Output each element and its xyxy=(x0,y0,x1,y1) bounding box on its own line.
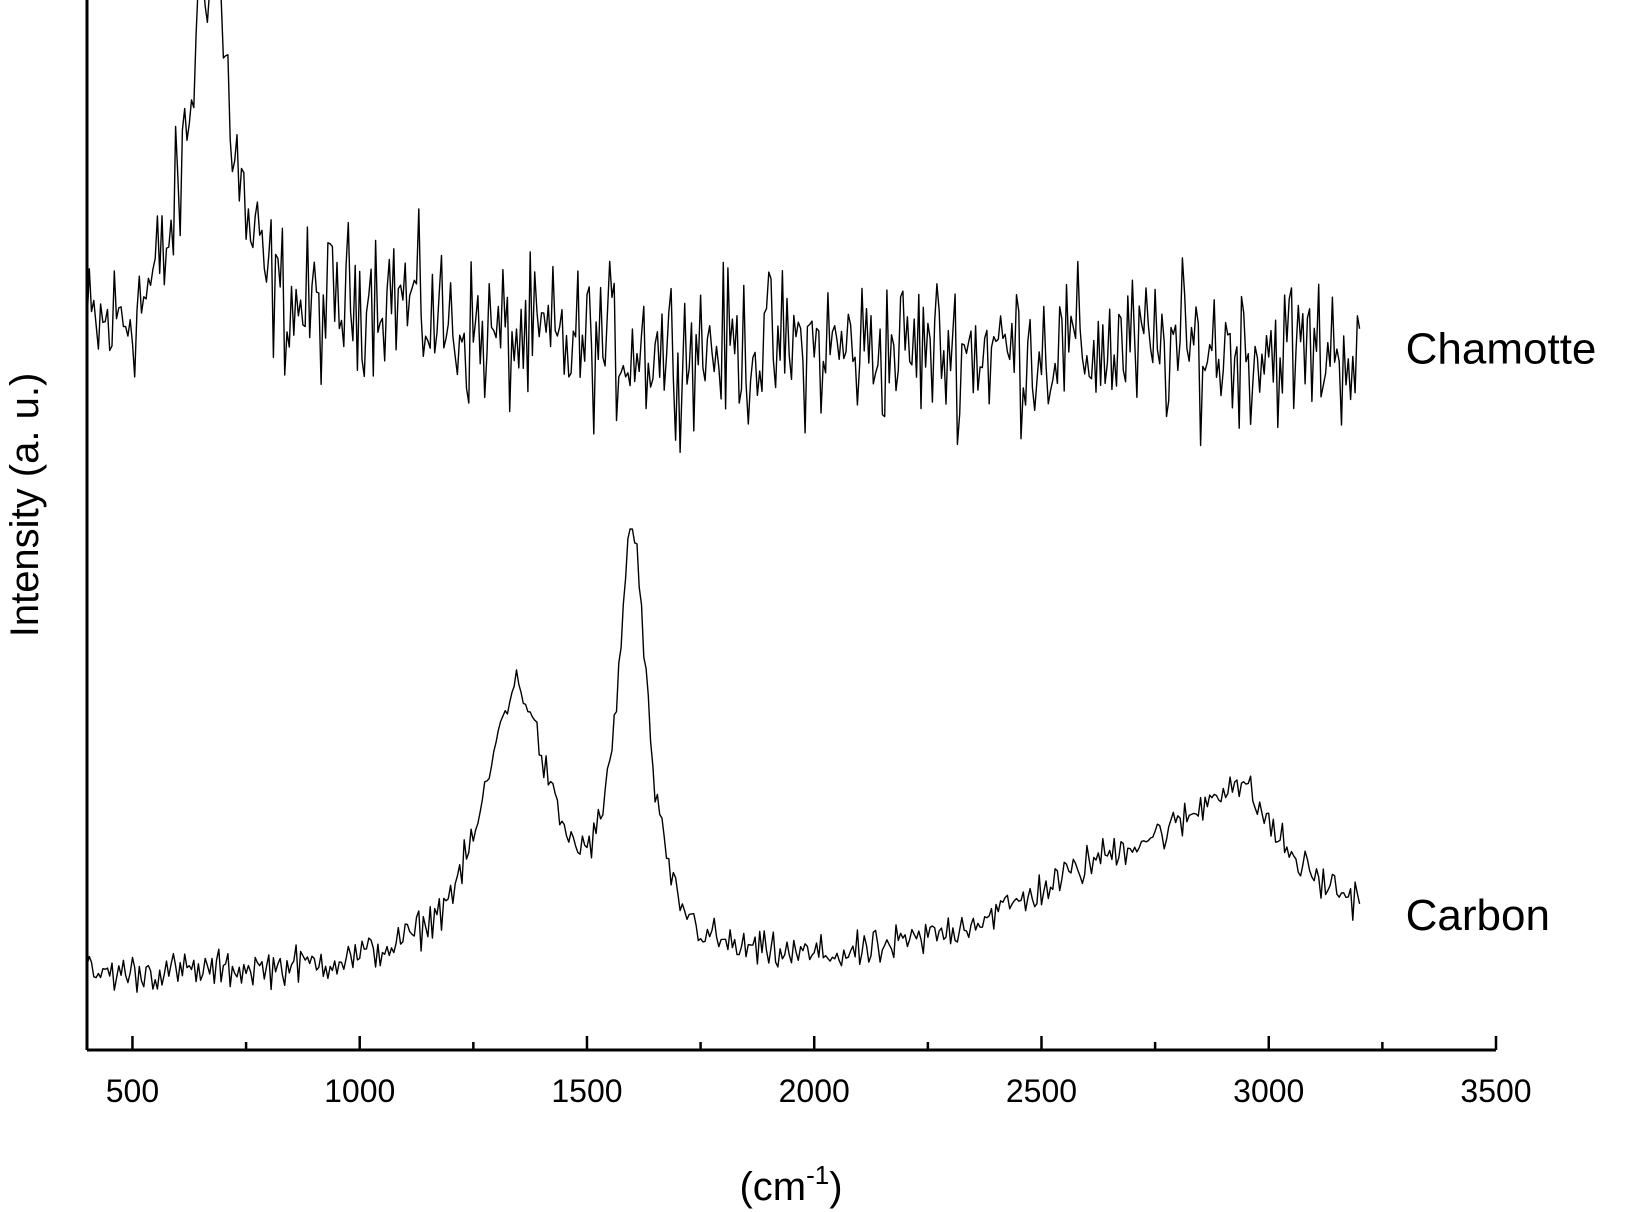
x-tick-label-1500: 1500 xyxy=(551,1073,622,1109)
x-axis-title-main: (cm xyxy=(739,1165,806,1209)
spectrum-traces xyxy=(86,0,1361,993)
x-axis-title-superscript: -1 xyxy=(806,1160,829,1190)
x-tick-label-500: 500 xyxy=(106,1073,159,1109)
series-line-carbon xyxy=(86,528,1361,993)
axes xyxy=(85,0,1496,1052)
x-axis-title-close: ) xyxy=(829,1165,842,1209)
x-tick-label-3500: 3500 xyxy=(1460,1073,1531,1109)
series-labels: Chamotte Carbon xyxy=(1406,325,1597,940)
series-line-chamotte xyxy=(86,0,1361,453)
series-label-chamotte: Chamotte xyxy=(1406,325,1597,374)
x-tick-label-2000: 2000 xyxy=(779,1073,850,1109)
x-tick-labels: 500 1000 1500 2000 2500 3000 3500 xyxy=(106,1073,1532,1109)
x-axis-title: (cm-1) xyxy=(739,1160,842,1209)
x-tick-label-1000: 1000 xyxy=(324,1073,395,1109)
x-ticks xyxy=(131,1036,1498,1050)
y-axis-title: Intensity (a. u.) xyxy=(3,373,47,638)
x-tick-label-2500: 2500 xyxy=(1006,1073,1077,1109)
x-tick-label-3000: 3000 xyxy=(1233,1073,1304,1109)
series-label-carbon: Carbon xyxy=(1406,891,1550,940)
